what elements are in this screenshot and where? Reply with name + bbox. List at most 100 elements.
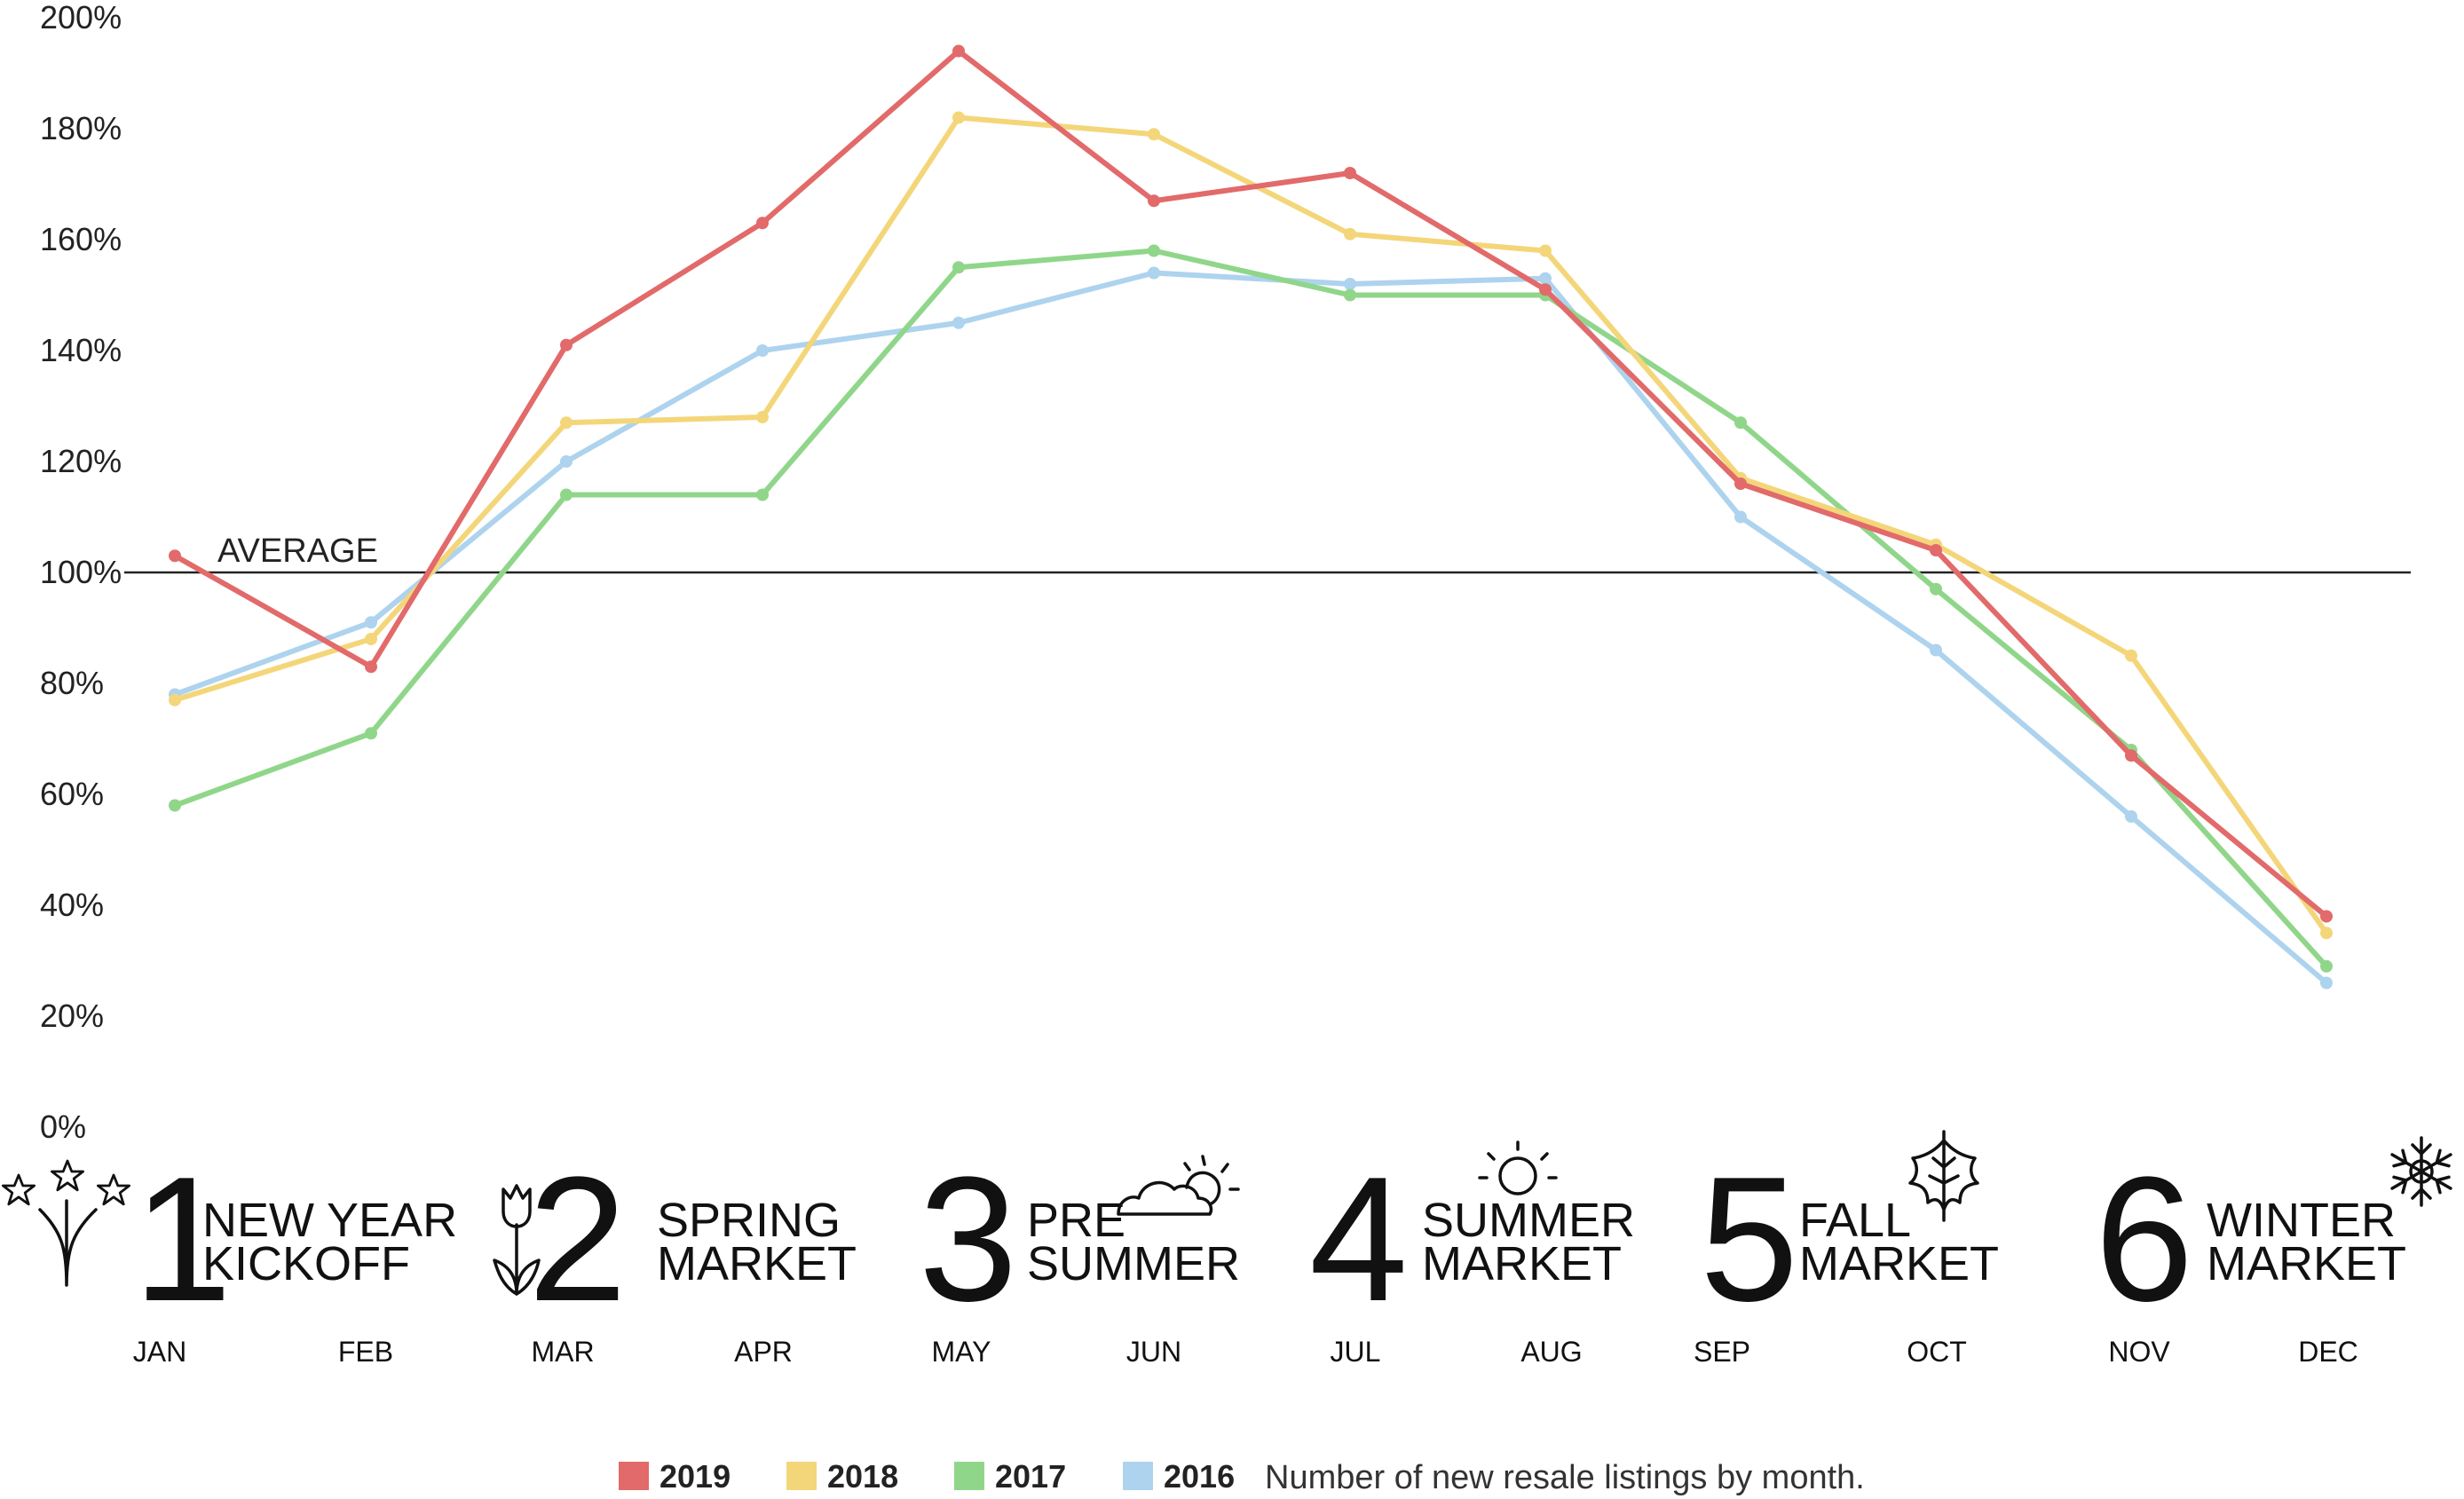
- x-tick-label: JUL: [1331, 1336, 1381, 1368]
- series-2019-point: [1344, 167, 1356, 179]
- series-2018-point: [756, 411, 769, 423]
- series-2017-point: [2320, 959, 2333, 973]
- series-2016-point: [1539, 272, 1552, 285]
- series-2017: [169, 244, 2333, 973]
- season-label-line1: FALL: [1799, 1194, 1911, 1247]
- series-2016-point: [952, 316, 965, 329]
- tulip-icon: [493, 1184, 541, 1296]
- legend-item-2018: 2018: [786, 1458, 898, 1495]
- series-2019-point: [1148, 194, 1160, 208]
- leaf-icon: [1908, 1130, 1979, 1222]
- series-2019-point: [169, 549, 181, 563]
- series-2018-point: [169, 693, 181, 706]
- series-2019-point: [756, 217, 769, 230]
- fireworks-icon: [2, 1159, 131, 1287]
- season-label-line1: NEW YEAR: [202, 1194, 457, 1247]
- y-axis: 0% 20% 40% 60% 80% 100% 120% 140% 160% 180% 200%: [40, 0, 122, 1145]
- series-2017-point: [560, 488, 573, 501]
- series-2016-point: [1734, 510, 1747, 524]
- season-label-line2: MARKET: [1799, 1237, 1999, 1290]
- legend-label: 2019: [659, 1458, 731, 1495]
- season-label-line2: MARKET: [1422, 1237, 1622, 1290]
- series-2016-point: [2125, 810, 2137, 823]
- series-2016-point: [1148, 266, 1160, 280]
- season-label-line1: SUMMER: [1422, 1194, 1635, 1247]
- series-2017-point: [1148, 244, 1160, 257]
- season-number: 5: [1700, 1140, 1798, 1338]
- x-tick-label: JUN: [1126, 1336, 1181, 1368]
- y-tick-label: 40%: [40, 887, 104, 923]
- legend-item-2016: 2016: [1123, 1458, 1235, 1495]
- legend-swatch: [619, 1462, 649, 1490]
- series-2019-point: [1930, 544, 1942, 556]
- y-tick-label: 120%: [40, 443, 122, 479]
- legend-label: 2016: [1164, 1458, 1235, 1495]
- chart-caption: Number of new resale listings by month.: [1265, 1459, 1865, 1496]
- x-tick-label: AUG: [1520, 1336, 1582, 1368]
- season-number: 2: [528, 1140, 627, 1338]
- legend-item-2017: 2017: [954, 1458, 1066, 1495]
- series-2018-point: [365, 633, 377, 645]
- season-label-line2: MARKET: [2207, 1237, 2406, 1290]
- y-tick-label: 180%: [40, 110, 122, 146]
- series-2019-point: [2125, 749, 2137, 762]
- season-label-line2: KICKOFF: [202, 1237, 410, 1290]
- series-2016: [169, 266, 2333, 990]
- legend-label: 2017: [995, 1458, 1066, 1495]
- y-tick-label: 140%: [40, 332, 122, 368]
- y-tick-label: 80%: [40, 665, 104, 701]
- series-2017-line: [172, 248, 2329, 969]
- series-2016-point: [756, 344, 769, 357]
- series-2018-point: [1539, 244, 1552, 257]
- legend-item-2019: 2019: [619, 1458, 731, 1495]
- series-2016-point: [365, 616, 377, 629]
- series-2017-point: [1344, 288, 1356, 302]
- legend-swatch: [1123, 1462, 1153, 1490]
- cloud-sun-icon: [1117, 1155, 1240, 1216]
- series-2017-point: [952, 261, 965, 274]
- average-label: AVERAGE: [217, 533, 378, 570]
- series-2018-point: [2320, 927, 2333, 940]
- legend-label: 2018: [827, 1458, 898, 1495]
- series-2019-point: [1734, 477, 1747, 490]
- x-tick-label: OCT: [1907, 1336, 1967, 1368]
- series-layer: [169, 44, 2333, 990]
- season-label-line1: SPRING: [657, 1194, 841, 1247]
- legend: 2019 2018 2017 2016: [619, 1458, 1235, 1495]
- series-2018-line: [172, 114, 2329, 936]
- sun-icon: [1478, 1140, 1558, 1195]
- season-number: 4: [1309, 1140, 1408, 1338]
- season-number: 3: [919, 1140, 1017, 1338]
- legend-swatch: [786, 1462, 817, 1490]
- series-2018-point: [1148, 128, 1160, 141]
- x-tick-label: DEC: [2298, 1336, 2358, 1368]
- series-2017-point: [169, 799, 181, 812]
- y-tick-label: 160%: [40, 221, 122, 257]
- series-2018-point: [952, 111, 965, 124]
- y-tick-label: 0%: [40, 1108, 86, 1145]
- x-tick-label: NOV: [2108, 1336, 2170, 1368]
- x-tick-label: MAY: [932, 1336, 991, 1368]
- x-tick-label: FEB: [338, 1336, 393, 1368]
- y-tick-label: 200%: [40, 0, 122, 36]
- series-2018: [169, 111, 2333, 940]
- series-2017-point: [365, 727, 377, 740]
- series-2017-point: [1930, 582, 1942, 596]
- series-2016-point: [1930, 643, 1942, 657]
- series-2019-point: [952, 44, 965, 58]
- x-tick-label: JAN: [133, 1336, 186, 1368]
- series-2017-point: [1734, 416, 1747, 430]
- series-2019: [169, 44, 2333, 923]
- series-2018-point: [1344, 227, 1356, 241]
- snowflake-icon: [2390, 1136, 2452, 1207]
- y-tick-label: 100%: [40, 554, 122, 590]
- average-reference: AVERAGE: [124, 533, 2411, 574]
- season-label-line2: SUMMER: [1027, 1237, 1240, 1290]
- season-number: 6: [2095, 1140, 2193, 1338]
